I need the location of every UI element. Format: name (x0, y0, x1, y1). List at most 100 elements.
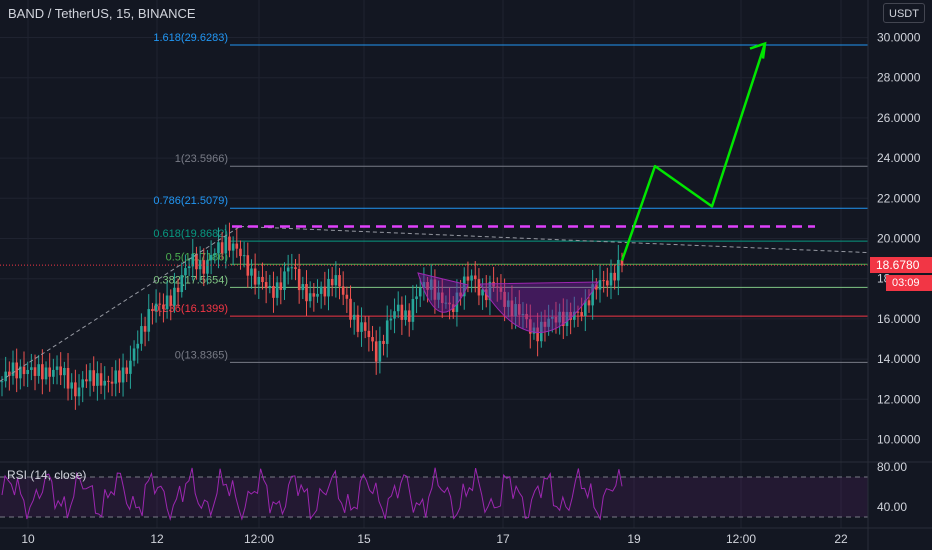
candle-body (30, 367, 33, 370)
candle-body (565, 311, 569, 327)
candle-body (308, 293, 312, 302)
fib-level-label: 0.786(21.5079) (153, 195, 228, 207)
candle-body (33, 367, 37, 376)
bar-countdown-badge: 03:09 (886, 275, 932, 291)
candle-body (158, 303, 162, 305)
candle-body (257, 276, 261, 285)
time-axis-tick: 12 (150, 532, 164, 546)
candle-body (547, 318, 550, 327)
fib-level-label: 1(23.5966) (175, 153, 228, 165)
candle-body (228, 236, 231, 251)
candle-body (393, 311, 396, 319)
symbol-legend[interactable]: BAND / TetherUS, 15, BINANCE (8, 6, 196, 21)
trend-line-dashed[interactable] (239, 225, 869, 254)
candle-body (396, 304, 400, 312)
candle-body (125, 367, 129, 374)
candle-body (92, 370, 96, 386)
candle-body (477, 279, 481, 296)
pattern-cup-shape[interactable] (479, 281, 599, 333)
candle-body (584, 300, 587, 317)
candle-body (283, 271, 286, 290)
candle-body (455, 292, 459, 312)
candle-body (96, 373, 99, 386)
candle-body (81, 379, 85, 388)
candle-body (110, 381, 114, 384)
candle-body (319, 286, 323, 294)
candle-body (558, 311, 561, 323)
candle-body (312, 293, 316, 297)
trend-line-dashed[interactable] (0, 226, 241, 382)
candle-body (85, 379, 88, 382)
candle-body (250, 268, 253, 276)
candle-body (517, 304, 521, 315)
candle-body (528, 319, 532, 334)
candle-body (606, 280, 609, 286)
candle-body (169, 295, 173, 306)
price-axis-tick: 12.0000 (877, 392, 921, 406)
candle-body (462, 276, 466, 297)
candle-body (242, 255, 246, 257)
rsi-legend[interactable]: RSI (14, close) (7, 468, 87, 482)
candle-body (609, 272, 613, 286)
candle-body (338, 275, 341, 287)
candle-body (591, 284, 594, 306)
candlestick-series (0, 222, 624, 410)
candle-body (52, 369, 55, 377)
candle-body (602, 280, 605, 282)
candle-body (22, 366, 26, 375)
candle-body (415, 296, 418, 300)
candle-body (389, 318, 393, 321)
candle-body (418, 288, 422, 297)
candle-body (440, 292, 444, 304)
candle-body (129, 360, 132, 374)
time-axis-tick: 12:00 (726, 532, 756, 546)
candle-body (107, 380, 110, 382)
candle-body (191, 253, 195, 267)
candle-body (367, 330, 371, 338)
time-axis-tick: 19 (627, 532, 641, 546)
candle-body (352, 314, 356, 320)
candle-body (378, 340, 382, 362)
candle-body (206, 260, 209, 274)
price-axis-tick: 26.0000 (877, 111, 921, 125)
fibonacci-retracement[interactable]: 1.618(29.6283) 1(23.5966) 0.786(21.5079) 0.… (153, 32, 868, 363)
candle-body (173, 287, 176, 306)
candle-body (613, 272, 616, 281)
candle-body (495, 286, 499, 288)
candle-body (66, 367, 70, 389)
pattern-handle-shape[interactable] (417, 272, 469, 313)
candle-body (598, 280, 602, 290)
candle-body (253, 268, 257, 285)
candle-body (411, 299, 415, 322)
candle-body (297, 268, 301, 291)
projection-path[interactable] (620, 43, 767, 262)
price-axis-tick: 24.0000 (877, 151, 921, 165)
rsi-band-fill (0, 477, 868, 517)
price-axis-tick: 28.0000 (877, 71, 921, 85)
candle-body (400, 304, 404, 320)
candle-body (521, 313, 525, 315)
candle-body (15, 362, 18, 379)
candle-body (448, 302, 451, 305)
candle-body (488, 281, 492, 301)
candle-body (617, 259, 620, 281)
candle-body (510, 300, 514, 317)
candle-body (473, 275, 477, 280)
currency-button[interactable]: USDT (883, 3, 925, 23)
candle-body (499, 286, 503, 292)
candle-body (360, 322, 363, 332)
candle-body (506, 300, 510, 307)
candle-body (407, 310, 411, 322)
candle-body (301, 284, 305, 291)
chart-drawings[interactable] (0, 41, 869, 382)
fib-level-label: 1.618(29.6283) (153, 32, 228, 44)
candle-body (74, 382, 77, 397)
candle-body (334, 275, 338, 286)
candle-body (349, 298, 352, 320)
candle-body (121, 367, 125, 383)
candle-body (114, 370, 118, 384)
candle-body (305, 284, 308, 302)
candle-body (264, 282, 268, 289)
